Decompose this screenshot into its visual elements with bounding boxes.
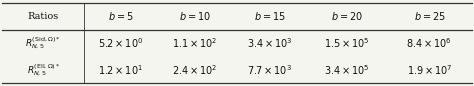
Text: $b=10$: $b=10$ <box>179 10 211 22</box>
Text: $3.4\times10^{3}$: $3.4\times10^{3}$ <box>247 36 293 50</box>
Text: $R_{N,5}^{(\mathrm{Sid},\Omega)*}$: $R_{N,5}^{(\mathrm{Sid},\Omega)*}$ <box>26 35 61 51</box>
Text: $1.1\times10^{2}$: $1.1\times10^{2}$ <box>172 36 218 50</box>
Text: $b=5$: $b=5$ <box>108 10 134 22</box>
Text: $b=25$: $b=25$ <box>413 10 445 22</box>
Text: $7.7\times10^{3}$: $7.7\times10^{3}$ <box>247 63 292 77</box>
Text: $R_{N,5}^{(\mathrm{Ell},\Omega)*}$: $R_{N,5}^{(\mathrm{Ell},\Omega)*}$ <box>27 62 60 78</box>
Text: $8.4\times10^{6}$: $8.4\times10^{6}$ <box>407 36 452 50</box>
Text: $b=15$: $b=15$ <box>254 10 286 22</box>
Text: $1.5\times10^{5}$: $1.5\times10^{5}$ <box>324 36 370 50</box>
Text: Ratios: Ratios <box>28 12 59 21</box>
Text: $3.4\times10^{5}$: $3.4\times10^{5}$ <box>324 63 370 77</box>
Text: $b=20$: $b=20$ <box>331 10 363 22</box>
Text: $5.2\times10^{0}$: $5.2\times10^{0}$ <box>98 36 144 50</box>
Text: $1.2\times10^{1}$: $1.2\times10^{1}$ <box>98 63 144 77</box>
Text: $1.9\times10^{7}$: $1.9\times10^{7}$ <box>407 63 452 77</box>
Text: $2.4\times10^{2}$: $2.4\times10^{2}$ <box>172 63 218 77</box>
